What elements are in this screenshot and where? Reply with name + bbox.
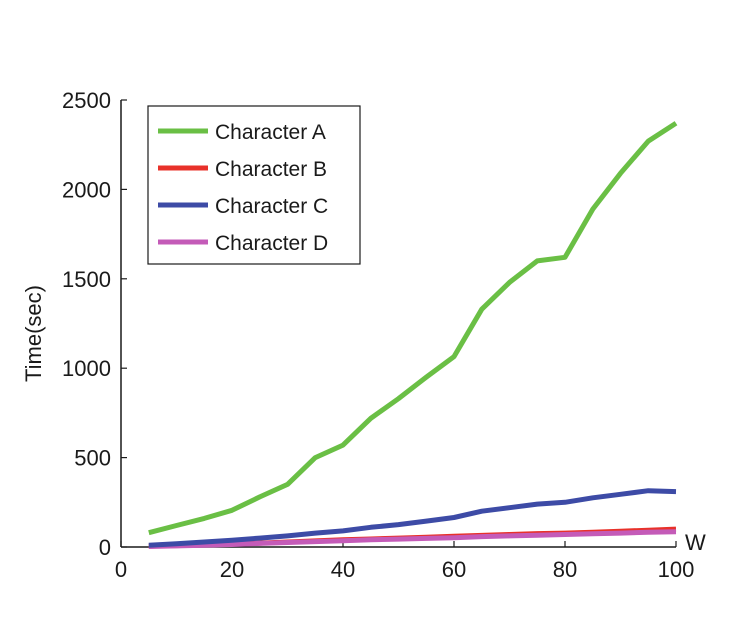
x-tick-label: 80 xyxy=(553,557,577,582)
x-tick-label: 20 xyxy=(220,557,244,582)
legend-label: Character D xyxy=(215,232,328,255)
legend-label: Character B xyxy=(215,158,327,181)
series-line-character-c xyxy=(148,488,677,548)
y-tick-label: 2500 xyxy=(62,88,111,113)
y-axis-label: Time(sec) xyxy=(21,285,46,382)
x-tick-label: 60 xyxy=(442,557,466,582)
series-line-character-d xyxy=(148,529,677,549)
x-tick-label: 100 xyxy=(658,557,695,582)
x-ticks: 0 20 40 60 80 100 xyxy=(115,541,694,582)
legend-label: Character C xyxy=(215,195,328,218)
legend-items: Character A Character B Character C Charact… xyxy=(158,121,328,255)
legend: Character A Character B Character C Charact… xyxy=(147,105,361,265)
series-line-character-a xyxy=(148,121,678,536)
y-tick-label: 2000 xyxy=(62,177,111,202)
x-axis-label: W xyxy=(685,530,706,555)
y-tick-label: 500 xyxy=(74,446,111,471)
legend-label: Character A xyxy=(215,121,326,144)
y-ticks: 0 500 1000 1500 2000 2500 xyxy=(62,88,127,560)
x-tick-label: 0 xyxy=(115,557,127,582)
y-tick-label: 1000 xyxy=(62,356,111,381)
series-lines xyxy=(148,121,678,549)
x-tick-label: 40 xyxy=(331,557,355,582)
y-tick-label: 0 xyxy=(99,535,111,560)
y-tick-label: 1500 xyxy=(62,267,111,292)
